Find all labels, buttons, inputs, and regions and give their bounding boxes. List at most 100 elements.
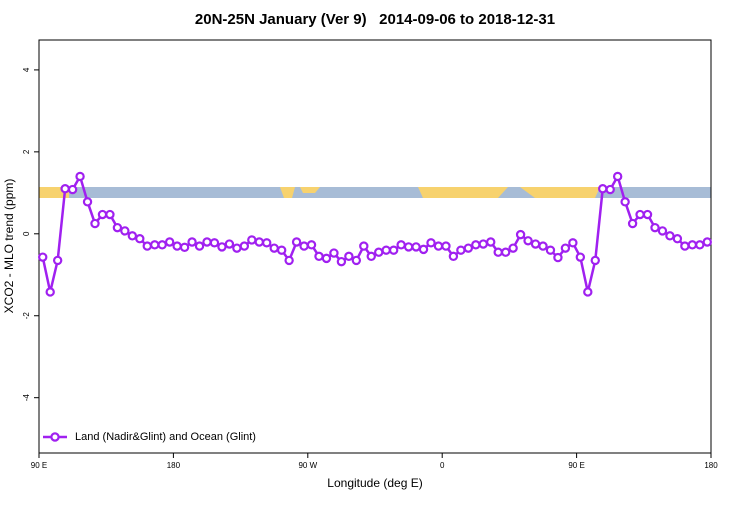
data-point <box>575 252 586 262</box>
data-point <box>202 237 212 247</box>
data-point <box>209 238 220 248</box>
data-point <box>75 171 85 182</box>
data-point <box>590 255 600 266</box>
data-point <box>172 241 182 251</box>
data-point <box>187 237 197 247</box>
map-strip <box>39 187 711 198</box>
data-point <box>157 240 167 250</box>
y-tick-label: -2 <box>22 312 31 320</box>
data-point <box>224 239 235 249</box>
data-point <box>605 184 615 195</box>
data-point <box>695 240 705 250</box>
data-point <box>135 234 145 244</box>
data-point <box>583 287 593 297</box>
data-point <box>598 184 608 194</box>
data-point <box>97 209 108 220</box>
x-tick-label: 180 <box>704 461 718 470</box>
data-point <box>52 255 63 266</box>
data-point <box>82 197 93 207</box>
data-point <box>127 231 138 241</box>
data-point <box>306 240 317 250</box>
data-point <box>433 241 444 251</box>
legend-label: Land (Nadir&Glint) and Ocean (Glint) <box>75 431 256 443</box>
data-point <box>530 239 541 249</box>
data-point <box>67 184 78 195</box>
data-point <box>553 252 563 263</box>
data-point <box>702 237 712 247</box>
data-point <box>194 241 205 251</box>
data-point <box>635 209 645 220</box>
legend-swatch-point <box>50 432 60 442</box>
x-tick-label: 0 <box>440 461 445 470</box>
legend: Land (Nadir&Glint) and Ocean (Glint) <box>43 431 256 443</box>
y-axis-label: XCO2 - MLO trend (ppm) <box>2 179 16 314</box>
data-point <box>262 238 272 248</box>
data-point <box>672 234 683 244</box>
data-point <box>620 197 630 207</box>
data-point <box>426 238 436 248</box>
x-tick-label: 90 E <box>31 461 47 470</box>
data-point <box>164 237 175 247</box>
data-point <box>366 251 376 262</box>
data-point <box>314 251 324 262</box>
data-point <box>112 222 123 233</box>
data-point <box>105 209 115 220</box>
data-point <box>38 252 48 262</box>
data-point <box>142 241 152 251</box>
data-point <box>418 244 429 255</box>
data-point <box>500 247 511 257</box>
data-point <box>351 255 362 266</box>
data-point <box>560 243 571 253</box>
plot-frame <box>38 39 712 454</box>
data-point <box>299 241 309 251</box>
x-tick-label: 90 W <box>298 461 317 470</box>
data-point <box>493 247 503 257</box>
data-point <box>381 245 391 255</box>
data-point <box>239 241 250 251</box>
data-point <box>60 184 70 194</box>
data-point <box>486 237 496 247</box>
data-point <box>456 245 466 255</box>
data-point <box>45 287 55 297</box>
data-point <box>336 256 347 267</box>
data-point <box>680 241 690 251</box>
data-point <box>687 240 698 250</box>
data-point <box>321 253 332 264</box>
data-point <box>642 209 653 220</box>
data-point <box>120 226 130 236</box>
ocean-band <box>39 187 711 198</box>
data-point <box>448 251 459 262</box>
y-tick-label: 2 <box>22 149 31 154</box>
data-point <box>650 222 660 233</box>
data-point <box>247 235 257 245</box>
data-point <box>471 240 481 250</box>
data-point <box>665 231 675 241</box>
land <box>280 187 295 198</box>
land <box>520 187 600 198</box>
data-point <box>441 241 451 251</box>
data-point <box>179 242 190 253</box>
y-tick-label: 0 <box>22 231 31 236</box>
data-point <box>291 237 302 247</box>
data-point <box>538 241 548 251</box>
land <box>418 187 508 198</box>
y-tick-label: -4 <box>22 394 31 402</box>
x-tick-label: 180 <box>167 461 181 470</box>
data-point <box>329 248 339 258</box>
data-point <box>217 242 227 252</box>
data-point <box>388 245 399 255</box>
data-point <box>463 243 474 253</box>
data-point <box>254 237 264 247</box>
land <box>300 187 320 193</box>
data-point <box>568 238 578 248</box>
data-point <box>523 236 533 246</box>
data-point <box>545 245 556 255</box>
data-point <box>150 240 160 250</box>
data-point <box>276 245 287 255</box>
x-axis-label: Longitude (deg E) <box>327 476 422 490</box>
data-point <box>374 247 384 257</box>
data-point <box>269 243 279 253</box>
land <box>39 187 69 198</box>
data-point <box>508 243 518 253</box>
data-point <box>284 255 294 266</box>
